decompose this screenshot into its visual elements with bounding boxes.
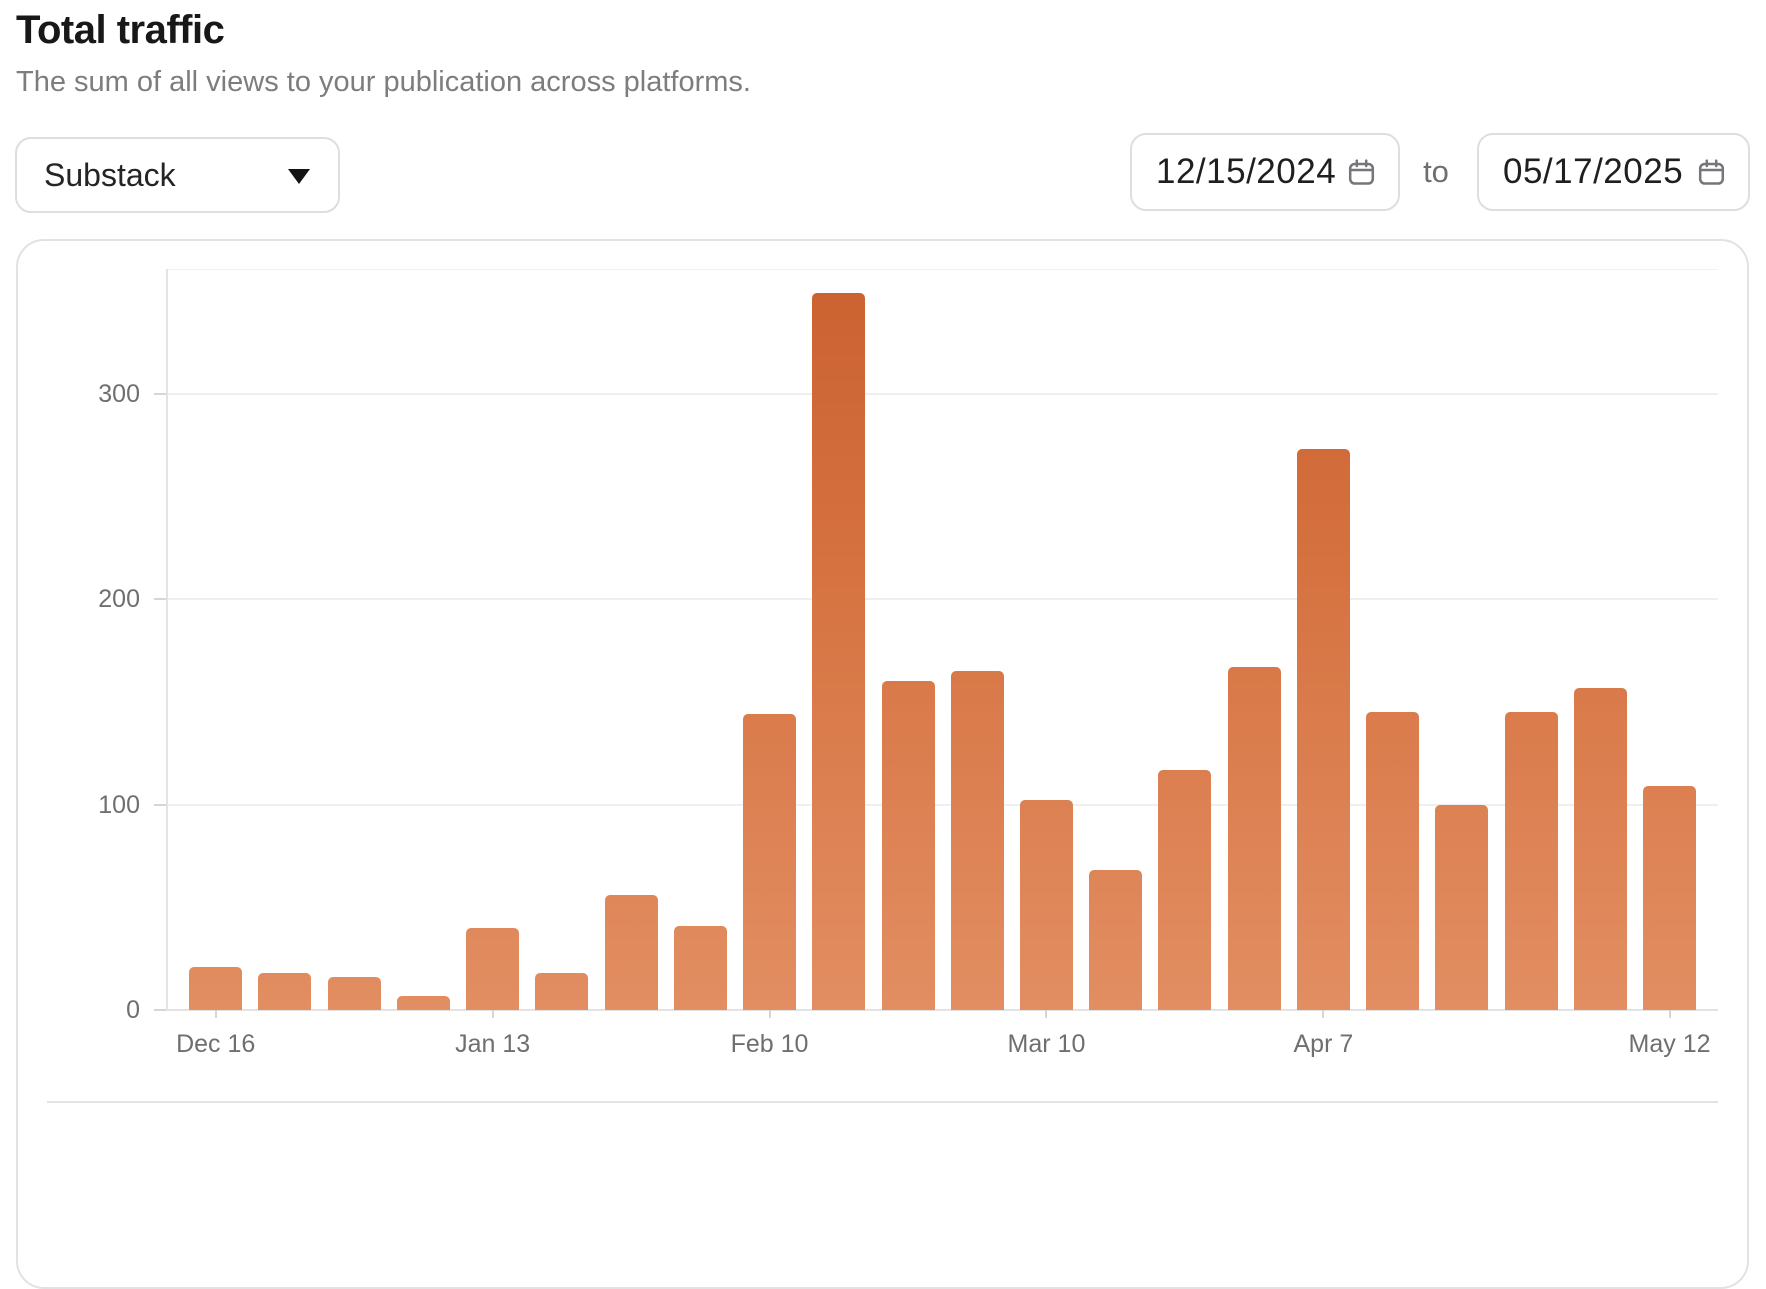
- bar[interactable]: [1366, 712, 1420, 1010]
- bar[interactable]: [396, 996, 450, 1010]
- bar[interactable]: [258, 973, 312, 1010]
- x-axis-tick: [214, 1010, 217, 1018]
- bar[interactable]: [1643, 786, 1697, 1010]
- bar[interactable]: [535, 973, 589, 1010]
- bar[interactable]: [1227, 667, 1281, 1010]
- bar[interactable]: [950, 671, 1004, 1010]
- date-to-input[interactable]: 05/17/2025: [1477, 133, 1750, 211]
- bar[interactable]: [327, 977, 381, 1010]
- x-axis-label: Dec 16: [176, 1030, 256, 1058]
- gridline-y-300: [166, 392, 1718, 395]
- y-axis-label: 200: [98, 585, 140, 614]
- total-traffic-chart: 0 100 200 300 Dec 16 Jan 13 Feb 10 Mar 10 Apr 7 M…: [98, 269, 1718, 1058]
- x-axis-line: [166, 1009, 1718, 1011]
- date-range-separator: to: [1423, 154, 1449, 189]
- calendar-icon: [1697, 158, 1726, 187]
- bar[interactable]: [1296, 449, 1350, 1010]
- bar[interactable]: [1573, 688, 1627, 1010]
- bar[interactable]: [1089, 870, 1143, 1010]
- y-axis-label: 0: [126, 996, 140, 1024]
- calendar-icon: [1347, 158, 1376, 187]
- date-from-value: 12/15/2024: [1156, 152, 1337, 191]
- gridline-y-100: [166, 803, 1718, 806]
- bar[interactable]: [189, 967, 243, 1010]
- card-divider: [47, 1101, 1718, 1103]
- x-axis-tick: [491, 1010, 494, 1018]
- bar[interactable]: [812, 293, 866, 1010]
- x-axis-tick: [1668, 1010, 1671, 1018]
- x-axis-label: May 12: [1628, 1030, 1711, 1058]
- platform-select[interactable]: Substack: [15, 137, 340, 213]
- bar[interactable]: [1435, 805, 1489, 1010]
- date-from-input[interactable]: 12/15/2024: [1130, 133, 1400, 211]
- x-axis-label: Apr 7: [1293, 1030, 1354, 1058]
- y-axis-line: [166, 269, 168, 1010]
- bar[interactable]: [604, 895, 658, 1010]
- x-axis-label: Mar 10: [1007, 1030, 1086, 1058]
- y-axis-tick: [154, 392, 166, 395]
- chevron-down-icon: [288, 168, 310, 184]
- bar[interactable]: [743, 714, 797, 1010]
- y-axis-label: 300: [98, 379, 140, 408]
- bar[interactable]: [466, 928, 520, 1010]
- bar[interactable]: [1019, 800, 1073, 1010]
- y-axis-tick: [154, 598, 166, 601]
- x-axis-label: Feb 10: [730, 1030, 809, 1058]
- bar[interactable]: [1504, 712, 1558, 1010]
- page-title: Total traffic: [16, 8, 225, 52]
- x-axis-label: Jan 13: [455, 1030, 531, 1058]
- page-subtitle: The sum of all views to your publication…: [16, 66, 751, 98]
- bar[interactable]: [881, 681, 935, 1010]
- y-axis-label: 100: [98, 790, 140, 819]
- gridline-y-200: [166, 598, 1718, 601]
- bar[interactable]: [673, 926, 727, 1010]
- x-axis-tick: [768, 1010, 771, 1018]
- plot-top-border: [166, 269, 1718, 270]
- y-axis-tick: [154, 803, 166, 806]
- x-axis-tick: [1322, 1010, 1325, 1018]
- date-to-value: 05/17/2025: [1503, 152, 1684, 191]
- platform-select-value: Substack: [44, 156, 176, 193]
- bar[interactable]: [1158, 770, 1212, 1010]
- x-axis-tick: [1045, 1010, 1048, 1018]
- y-axis-tick: [154, 1009, 166, 1011]
